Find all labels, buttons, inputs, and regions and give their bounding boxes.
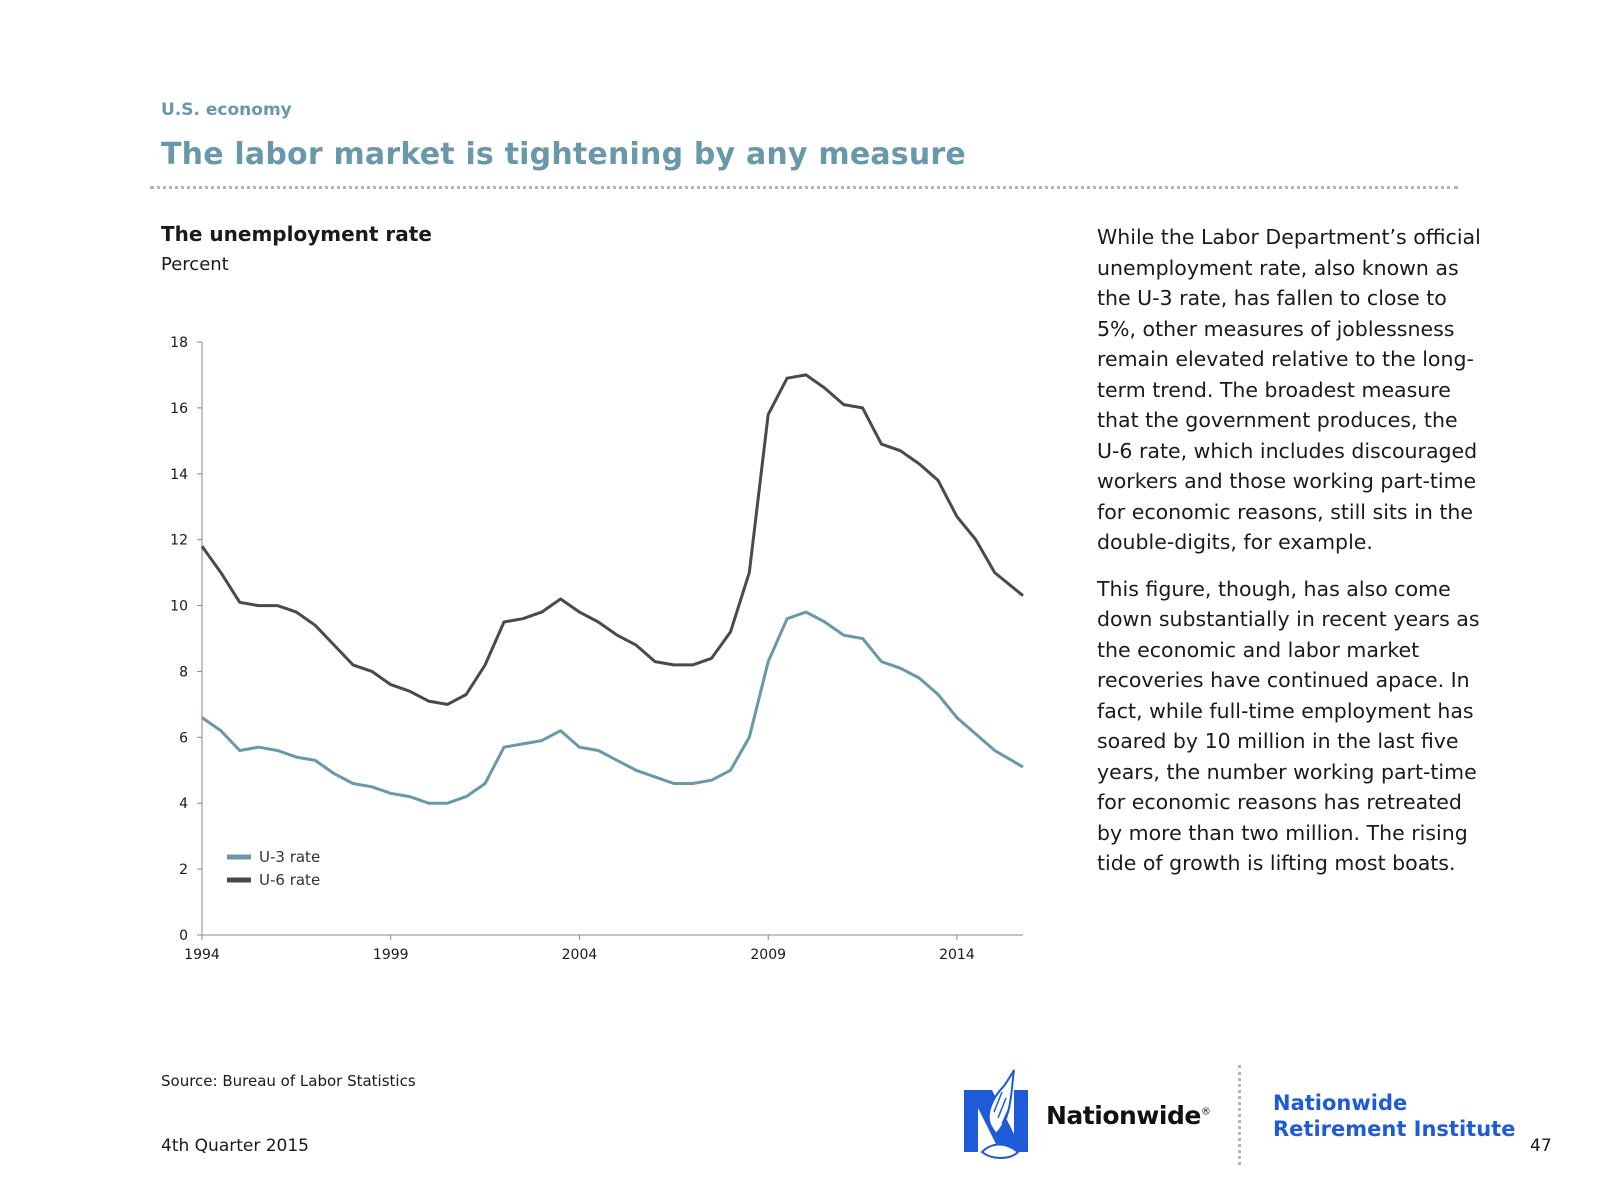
y-tick-label: 4 bbox=[179, 796, 188, 812]
unemployment-line-chart: 0 2 4 6 8 10 12 14 16 18 1994 1999 2004 2009 2014 U-3 … bbox=[170, 335, 1024, 963]
chart-title: The unemployment rate bbox=[161, 222, 432, 246]
x-tick-label: 1994 bbox=[184, 947, 220, 963]
y-tick-label: 12 bbox=[170, 533, 188, 549]
source-note: Source: Bureau of Labor Statistics bbox=[161, 1072, 416, 1090]
y-tick-label: 0 bbox=[179, 928, 188, 944]
institute-line-2: Retirement Institute bbox=[1273, 1117, 1516, 1141]
commentary-paragraph-1: While the Labor Department’s official un… bbox=[1097, 225, 1481, 554]
registered-mark: ® bbox=[1200, 1106, 1211, 1118]
footer-divider bbox=[1238, 1065, 1241, 1165]
y-tick-label: 14 bbox=[170, 467, 188, 483]
x-tick-label: 2004 bbox=[562, 947, 598, 963]
brand-wordmark: Nationwide® bbox=[1046, 1101, 1211, 1130]
institute-line-1: Nationwide bbox=[1273, 1091, 1408, 1115]
brand-name: Nationwide bbox=[1046, 1101, 1201, 1130]
y-tick-label: 10 bbox=[170, 599, 188, 615]
y-tick-label: 2 bbox=[179, 862, 188, 878]
page-title: The labor market is tightening by any me… bbox=[161, 137, 966, 172]
page-number: 47 bbox=[1530, 1136, 1552, 1156]
chart-legend: U-3 rate U-6 rate bbox=[227, 848, 320, 889]
series-line-u-6-rate bbox=[200, 373, 1024, 706]
section-label: U.S. economy bbox=[161, 100, 292, 120]
institute-name: Nationwide Retirement Institute bbox=[1273, 1090, 1515, 1142]
legend-label: U-6 rate bbox=[259, 871, 320, 889]
commentary-paragraph-2: This figure, though, has also come down … bbox=[1097, 576, 1480, 876]
y-tick-label: 18 bbox=[170, 335, 188, 351]
report-quarter: 4th Quarter 2015 bbox=[161, 1136, 310, 1156]
x-tick-label: 2009 bbox=[750, 947, 786, 963]
chart-series bbox=[200, 373, 1024, 805]
title-divider bbox=[150, 186, 1458, 189]
series-line-u-3-rate bbox=[201, 610, 1024, 805]
legend-label: U-3 rate bbox=[259, 848, 320, 866]
y-tick-label: 16 bbox=[170, 401, 188, 417]
x-tick-label: 2014 bbox=[939, 947, 975, 963]
x-tick-label: 1999 bbox=[373, 947, 409, 963]
chart-units: Percent bbox=[161, 254, 229, 275]
chart-axes: 0 2 4 6 8 10 12 14 16 18 1994 1999 2004 2009 2014 bbox=[170, 335, 1023, 963]
commentary: While the Labor Department’s official un… bbox=[1097, 222, 1482, 895]
y-tick-label: 6 bbox=[179, 730, 188, 746]
y-tick-label: 8 bbox=[179, 664, 188, 680]
eagle-logo-icon bbox=[964, 1069, 1028, 1159]
